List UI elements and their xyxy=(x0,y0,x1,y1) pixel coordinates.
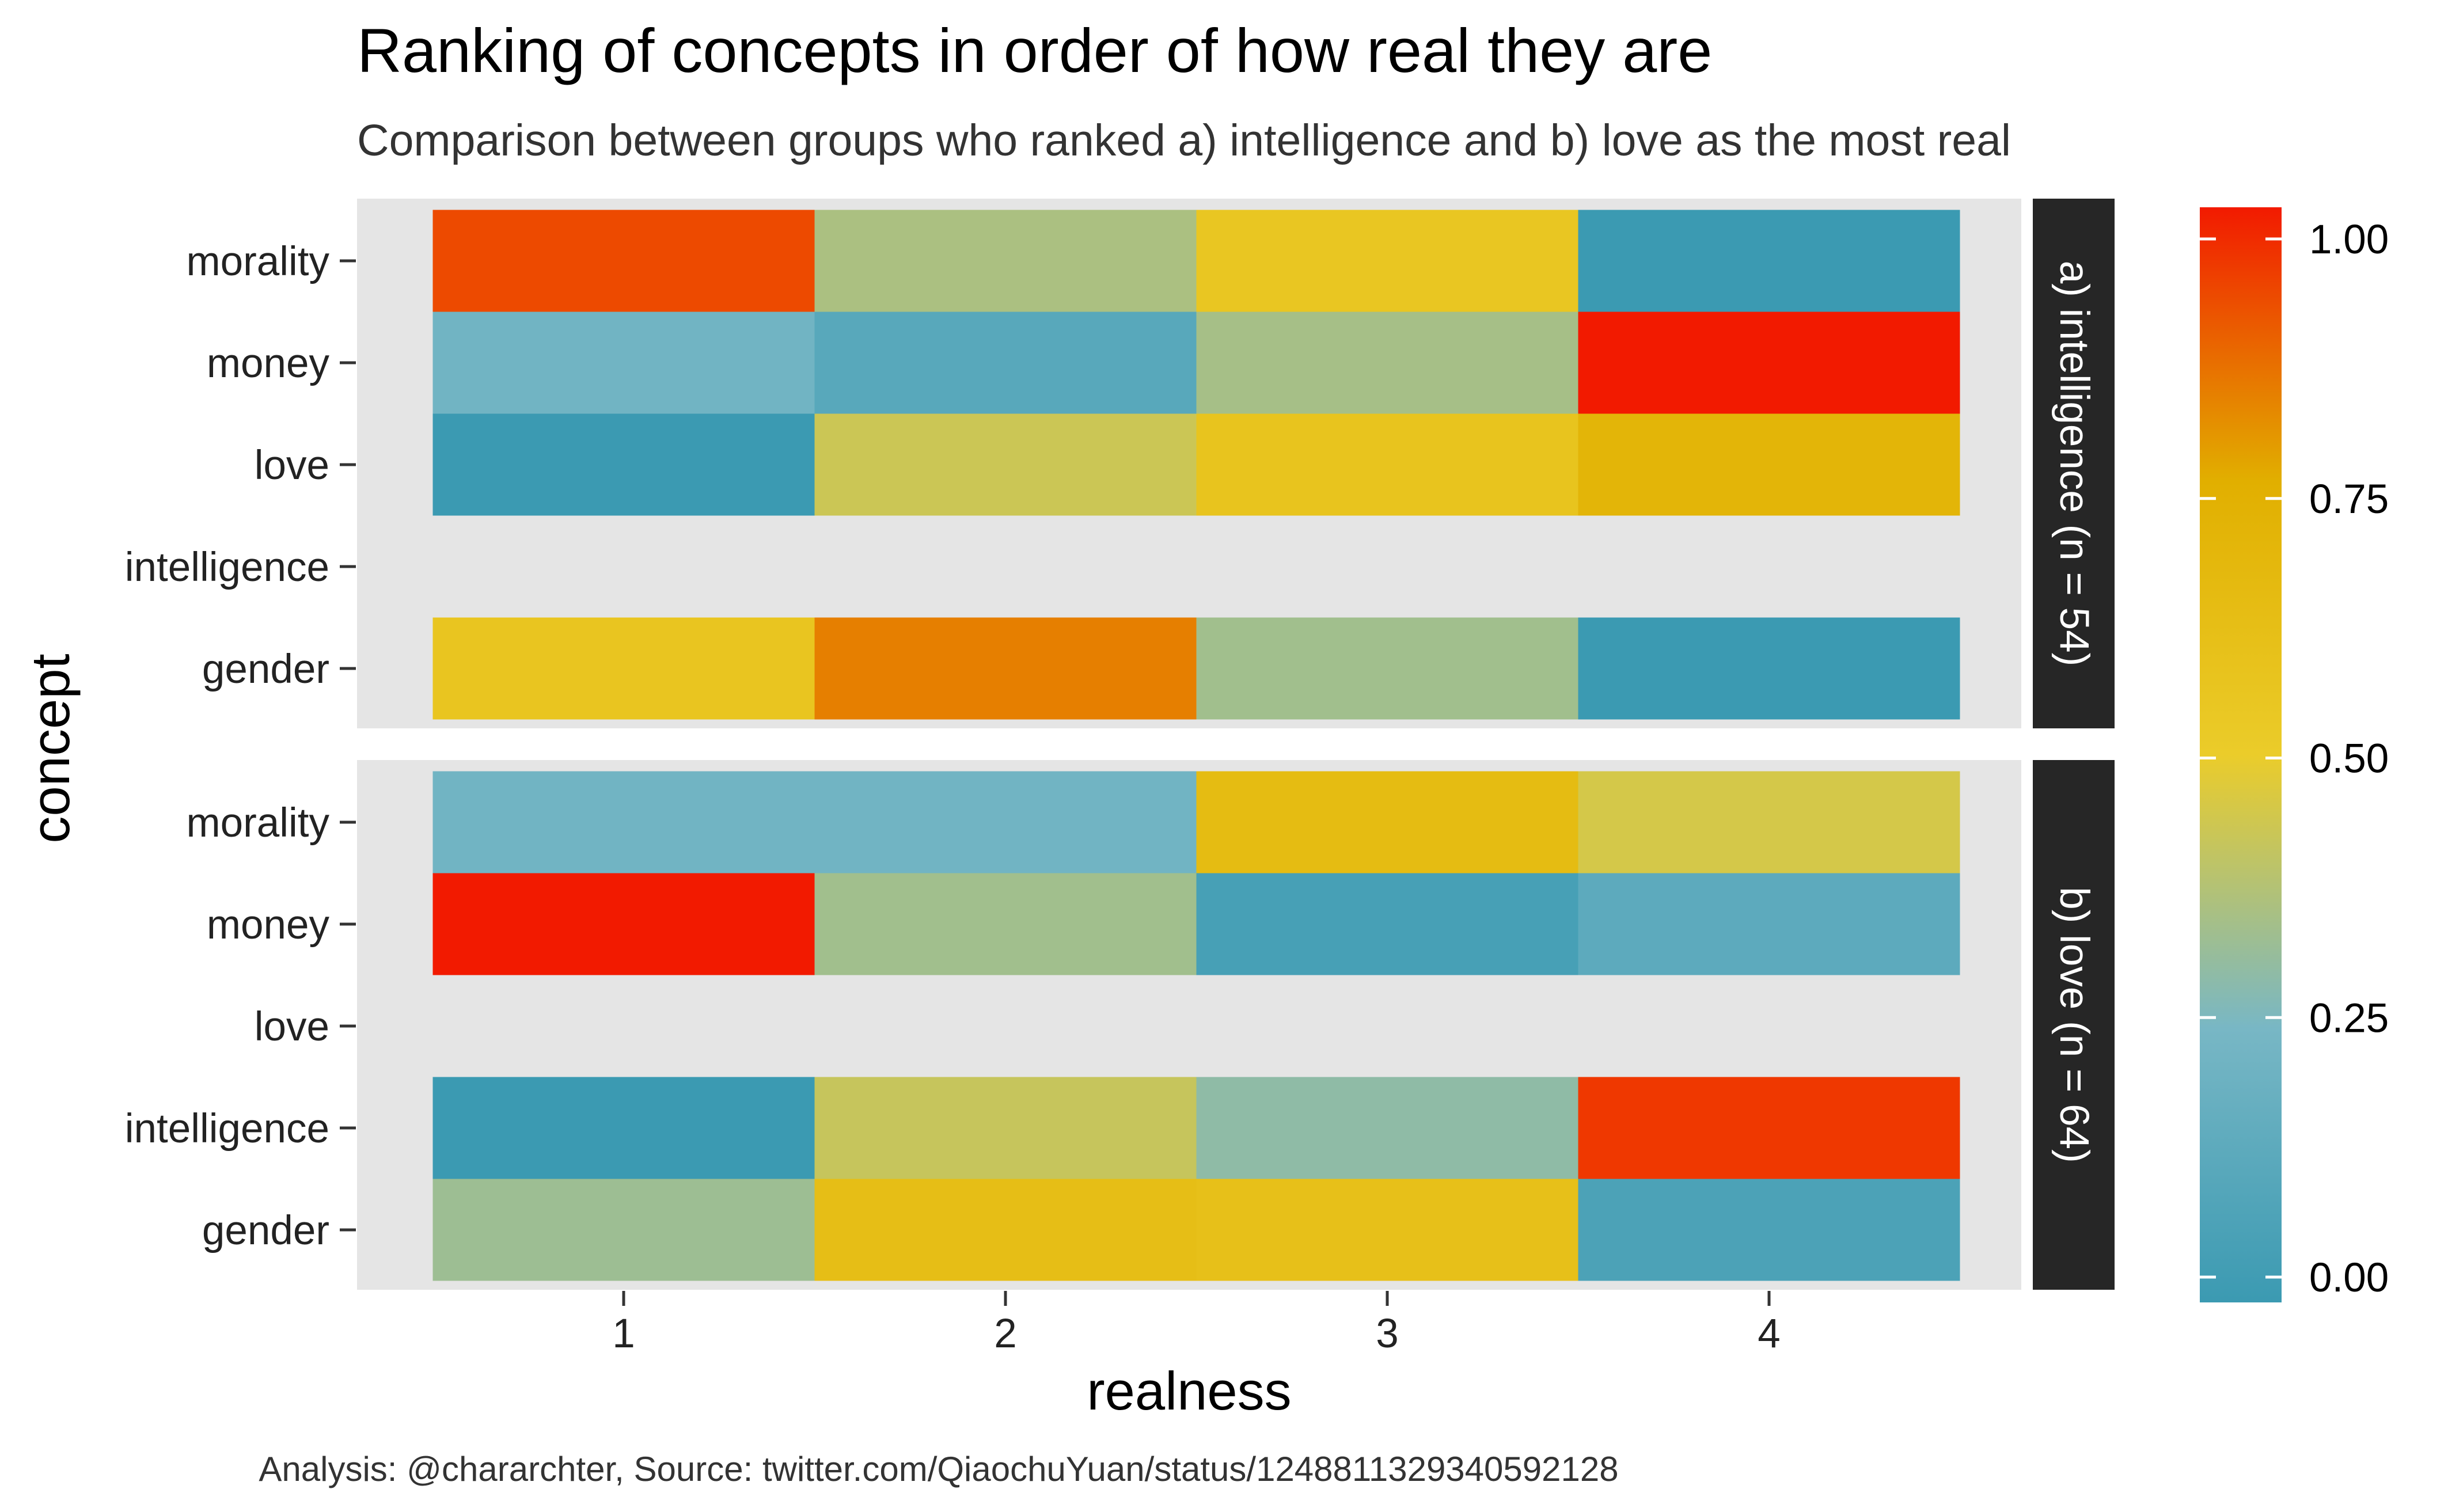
facet-panel: morality money love intelligence gender a) in… xyxy=(125,199,2115,728)
heatmap-cell xyxy=(1196,617,1578,720)
y-tick-label: money xyxy=(207,902,330,948)
heatmap-cell xyxy=(1578,873,1960,975)
heatmap-cell xyxy=(1196,210,1578,312)
legend-colorbar xyxy=(2200,207,2282,1302)
y-tick-label: gender xyxy=(202,647,329,692)
legend-tick-label: 0.75 xyxy=(2309,477,2389,522)
chart-subtitle: Comparison between groups who ranked a) … xyxy=(357,116,2011,165)
heatmap-cell xyxy=(432,311,815,414)
heatmap-cell xyxy=(1196,873,1578,975)
legend-tick-label: 1.00 xyxy=(2309,217,2389,263)
facet-strip xyxy=(2033,199,2115,728)
heatmap-cell xyxy=(1578,771,1960,873)
y-tick-label: intelligence xyxy=(125,545,329,590)
y-tick-label: love xyxy=(255,443,329,488)
heatmap-cell xyxy=(432,413,815,516)
y-tick-label: morality xyxy=(186,800,329,846)
heatmap-cell xyxy=(814,771,1197,873)
y-tick-label: morality xyxy=(186,239,329,284)
chart-title: Ranking of concepts in order of how real… xyxy=(357,16,1712,85)
heatmap-cell xyxy=(814,311,1197,414)
x-tick-label: 1 xyxy=(612,1311,635,1357)
heatmap-cell xyxy=(432,210,815,312)
facet-panels: morality money love intelligence gender a) in… xyxy=(125,199,2115,1290)
heatmap-cell xyxy=(1196,1179,1578,1281)
heatmap-cell xyxy=(1578,210,1960,312)
heatmap-cell xyxy=(432,617,815,720)
legend-tick-label: 0.50 xyxy=(2309,736,2389,782)
heatmap-cell xyxy=(432,873,815,975)
heatmap-cell xyxy=(1196,413,1578,516)
x-tick-label: 2 xyxy=(994,1311,1017,1357)
heatmap-cell xyxy=(432,1179,815,1281)
y-tick-label: intelligence xyxy=(125,1106,329,1152)
facet-panel: morality money love intelligence gender b) lo… xyxy=(125,760,2115,1290)
y-axis-label: concept xyxy=(20,654,81,843)
heatmap-cell xyxy=(1196,1077,1578,1179)
y-tick-label: love xyxy=(255,1004,329,1050)
facet-strip xyxy=(2033,760,2115,1290)
heatmap-cell xyxy=(1578,1179,1960,1281)
heatmap-cell xyxy=(432,771,815,873)
heatmap-cell xyxy=(432,1077,815,1179)
heatmap-cell xyxy=(814,413,1197,516)
x-tick-label: 4 xyxy=(1758,1311,1781,1357)
color-legend: 0.00 0.25 0.50 0.75 1.00 xyxy=(2200,207,2389,1302)
x-tick-label: 3 xyxy=(1376,1311,1399,1357)
legend-tick-label: 0.25 xyxy=(2309,996,2389,1041)
y-tick-label: gender xyxy=(202,1208,329,1253)
heatmap-cell xyxy=(1578,413,1960,516)
heatmap-cell xyxy=(814,210,1197,312)
heatmap-cell xyxy=(814,1179,1197,1281)
facet-strip-label: a) intelligence (n = 54) xyxy=(2051,261,2097,667)
heatmap-cell xyxy=(814,1077,1197,1179)
x-axis-label: realness xyxy=(1087,1361,1291,1421)
chart-caption: Analysis: @chararchter, Source: twitter.… xyxy=(259,1450,1618,1488)
x-axis: 1 2 3 4 xyxy=(612,1291,1781,1357)
heatmap-cell xyxy=(1578,1077,1960,1179)
legend-tick-label: 0.00 xyxy=(2309,1255,2389,1301)
heatmap-cell xyxy=(1196,771,1578,873)
y-tick-label: money xyxy=(207,341,330,386)
heatmap-cell xyxy=(1578,617,1960,720)
facet-strip-label: b) love (n = 64) xyxy=(2051,887,2097,1163)
heatmap-cell xyxy=(814,617,1197,720)
heatmap-cell xyxy=(814,873,1197,975)
heatmap-cell xyxy=(1196,311,1578,414)
heatmap-cell xyxy=(1578,311,1960,414)
